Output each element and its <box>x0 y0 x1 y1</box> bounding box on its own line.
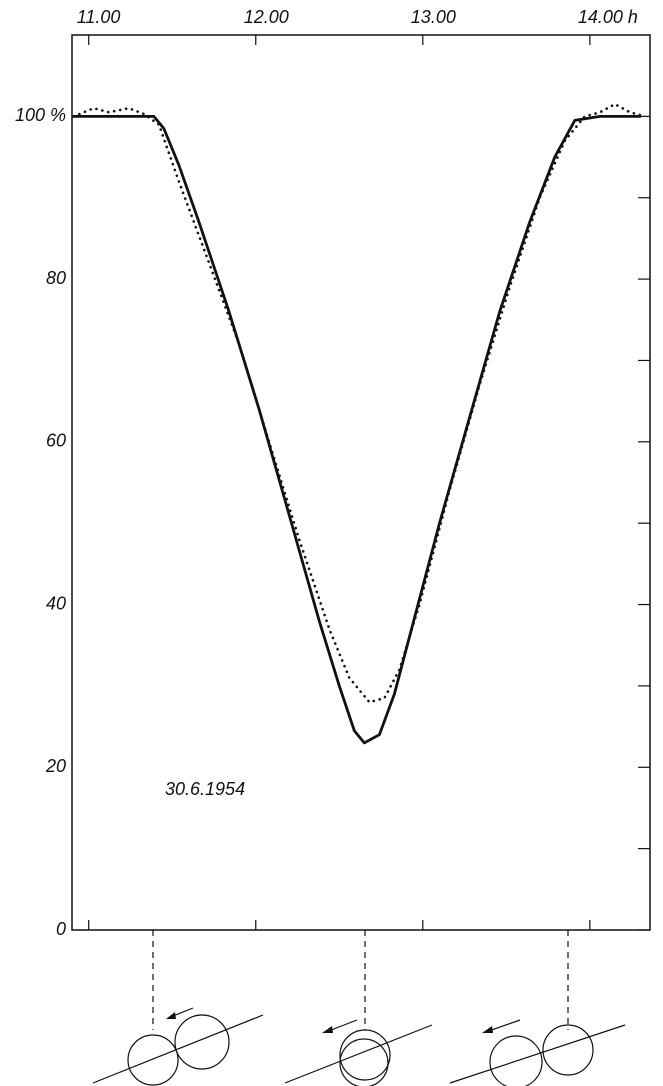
arrow-head <box>322 1026 333 1033</box>
disc <box>339 1038 389 1086</box>
series-line <box>72 102 647 704</box>
y-tick-label: 20 <box>45 756 66 776</box>
x-tick-label: 13.00 <box>411 7 456 27</box>
x-tick-label: 12.00 <box>244 7 289 27</box>
arrow-head <box>482 1026 493 1033</box>
y-tick-label: 0 <box>56 919 66 939</box>
disc <box>127 1034 179 1086</box>
y-tick-label: 60 <box>46 431 66 451</box>
path-line <box>284 1024 433 1084</box>
disc <box>174 1014 230 1070</box>
arrow-head <box>166 1012 176 1019</box>
y-tick-label: 100 % <box>15 105 66 125</box>
path-line <box>92 1014 264 1084</box>
x-tick-label: 14.00 h <box>578 7 638 27</box>
y-tick-label: 40 <box>46 593 66 613</box>
series-line <box>72 115 642 745</box>
annotation: 30.6.1954 <box>165 779 245 799</box>
plot-frame <box>71 34 651 931</box>
y-tick-label: 80 <box>46 268 66 288</box>
x-tick-label: 11.00 <box>77 7 121 27</box>
disc <box>542 1024 594 1076</box>
path-line <box>449 1024 626 1084</box>
disc <box>339 1029 391 1081</box>
disc <box>489 1035 543 1086</box>
eclipse-diagrams <box>92 930 626 1086</box>
